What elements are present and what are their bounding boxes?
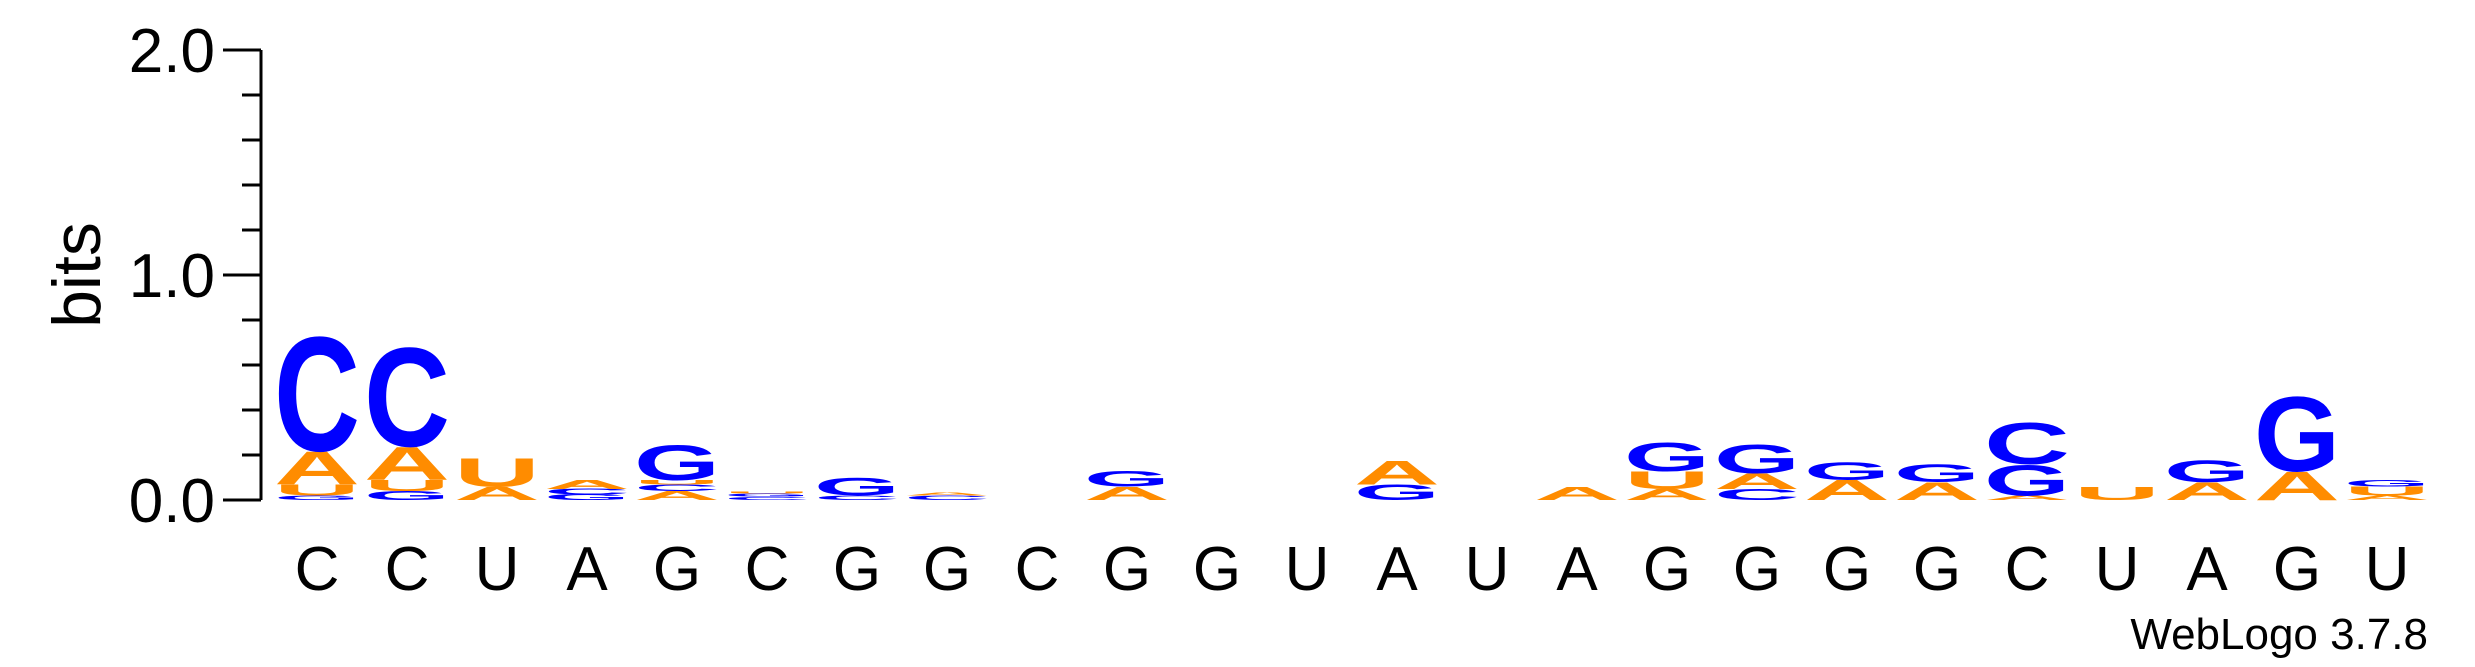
- logo-glyph-u: U: [454, 449, 540, 495]
- logo-glyph-a: A: [544, 477, 630, 491]
- logo-glyph-g: G: [634, 435, 720, 491]
- logo-glyph-g: G: [724, 492, 810, 497]
- logo-glyph-u: U: [364, 477, 450, 495]
- x-tick-label: U: [2095, 535, 2140, 604]
- x-tick-label: G: [653, 535, 701, 604]
- x-tick-label: U: [1285, 535, 1330, 604]
- logo-glyph-u: U: [1624, 466, 1710, 494]
- logo-glyph-g: G: [814, 473, 900, 501]
- logo-glyph-c: C: [1714, 486, 1800, 504]
- y-axis-title: bits: [39, 222, 115, 328]
- logo-glyph-a: A: [364, 438, 450, 491]
- logo-glyph-g: G: [2254, 375, 2340, 494]
- logo-glyph-u: U: [2074, 483, 2160, 504]
- logo-glyph-a: A: [904, 491, 990, 496]
- logo-glyph-a: A: [1624, 486, 1710, 504]
- logo-glyph-g: G: [1894, 459, 1980, 487]
- logo-glyph-a: A: [1084, 483, 1170, 504]
- logo-glyph-g: G: [1354, 480, 1440, 505]
- logo-glyph-g: G: [1714, 436, 1800, 482]
- x-tick-label: G: [1733, 535, 1781, 604]
- x-tick-label: A: [2186, 535, 2228, 604]
- x-tick-label: C: [745, 535, 790, 604]
- logo-glyph-a: A: [1354, 453, 1440, 492]
- x-tick-label: U: [2365, 535, 2410, 604]
- logo-glyph-c: C: [904, 494, 990, 501]
- logo-glyph-g: G: [1984, 456, 2070, 505]
- logo-glyph-c: C: [1984, 410, 2070, 477]
- logo-glyph-c: C: [544, 487, 630, 496]
- logo-glyph-u: U: [274, 481, 360, 499]
- logo-glyph-g: G: [1084, 467, 1170, 492]
- x-tick-label: G: [833, 535, 881, 604]
- logo-glyph-u: U: [634, 479, 720, 486]
- logo-glyph-g: G: [274, 494, 360, 501]
- logo-glyph-g: G: [1804, 457, 1890, 485]
- logo-glyph-a: A: [1804, 475, 1890, 506]
- logo-glyph-a: A: [1894, 478, 1980, 506]
- x-tick-label: A: [1556, 535, 1598, 604]
- logo-glyph-a: A: [1534, 483, 1620, 504]
- logo-glyph-u: U: [2344, 484, 2430, 498]
- logo-glyph-c: C: [634, 483, 720, 493]
- logo-glyph-g: G: [544, 493, 630, 502]
- weblogo-credit: WebLogo 3.7.8: [2130, 610, 2428, 659]
- x-tick-label: G: [1103, 535, 1151, 604]
- y-tick-label: 1.0: [129, 242, 215, 311]
- x-tick-label: G: [1913, 535, 1961, 604]
- x-tick-label: C: [295, 535, 340, 604]
- y-axis: 0.0 1.0 2.0: [129, 17, 263, 536]
- x-tick-label: A: [566, 535, 608, 604]
- logo-glyph-g: G: [2344, 478, 2430, 489]
- logo-glyph-a: A: [2164, 478, 2250, 506]
- logo-glyph-a: A: [2254, 463, 2340, 509]
- logo-glyph-c: C: [814, 494, 900, 501]
- x-tick-label: G: [1823, 535, 1871, 604]
- x-tick-label: G: [923, 535, 971, 604]
- x-tick-label: G: [1193, 535, 1241, 604]
- logo-glyph-a: A: [274, 442, 360, 495]
- x-tick-label: G: [2273, 535, 2321, 604]
- logo-glyph-c: C: [364, 318, 450, 476]
- y-tick-label: 2.0: [129, 17, 215, 86]
- x-tick-label: U: [475, 535, 520, 604]
- logo-glyph-g: G: [364, 489, 450, 503]
- x-tick-label: G: [1643, 535, 1691, 604]
- logo-glyph-g: G: [1624, 434, 1710, 480]
- logo-glyph-a: A: [634, 489, 720, 503]
- logo-glyph-a: A: [1714, 469, 1800, 494]
- logo-glyph-g: G: [2164, 454, 2250, 489]
- logo-glyph-a: A: [2344, 494, 2430, 501]
- x-tick-label: C: [385, 535, 430, 604]
- logo-glyph-c: C: [274, 304, 360, 486]
- logo-glyph-c: C: [724, 496, 810, 501]
- logo-glyph-u: U: [724, 490, 810, 494]
- x-tick-label: C: [1015, 535, 1060, 604]
- x-tick-label: C: [2005, 535, 2050, 604]
- x-tick-label: A: [1376, 535, 1418, 604]
- y-tick-label: 0.0: [129, 467, 215, 536]
- logo-glyph-a: A: [1984, 494, 2070, 501]
- logo-glyph-a: A: [454, 483, 540, 504]
- x-tick-label: U: [1465, 535, 1510, 604]
